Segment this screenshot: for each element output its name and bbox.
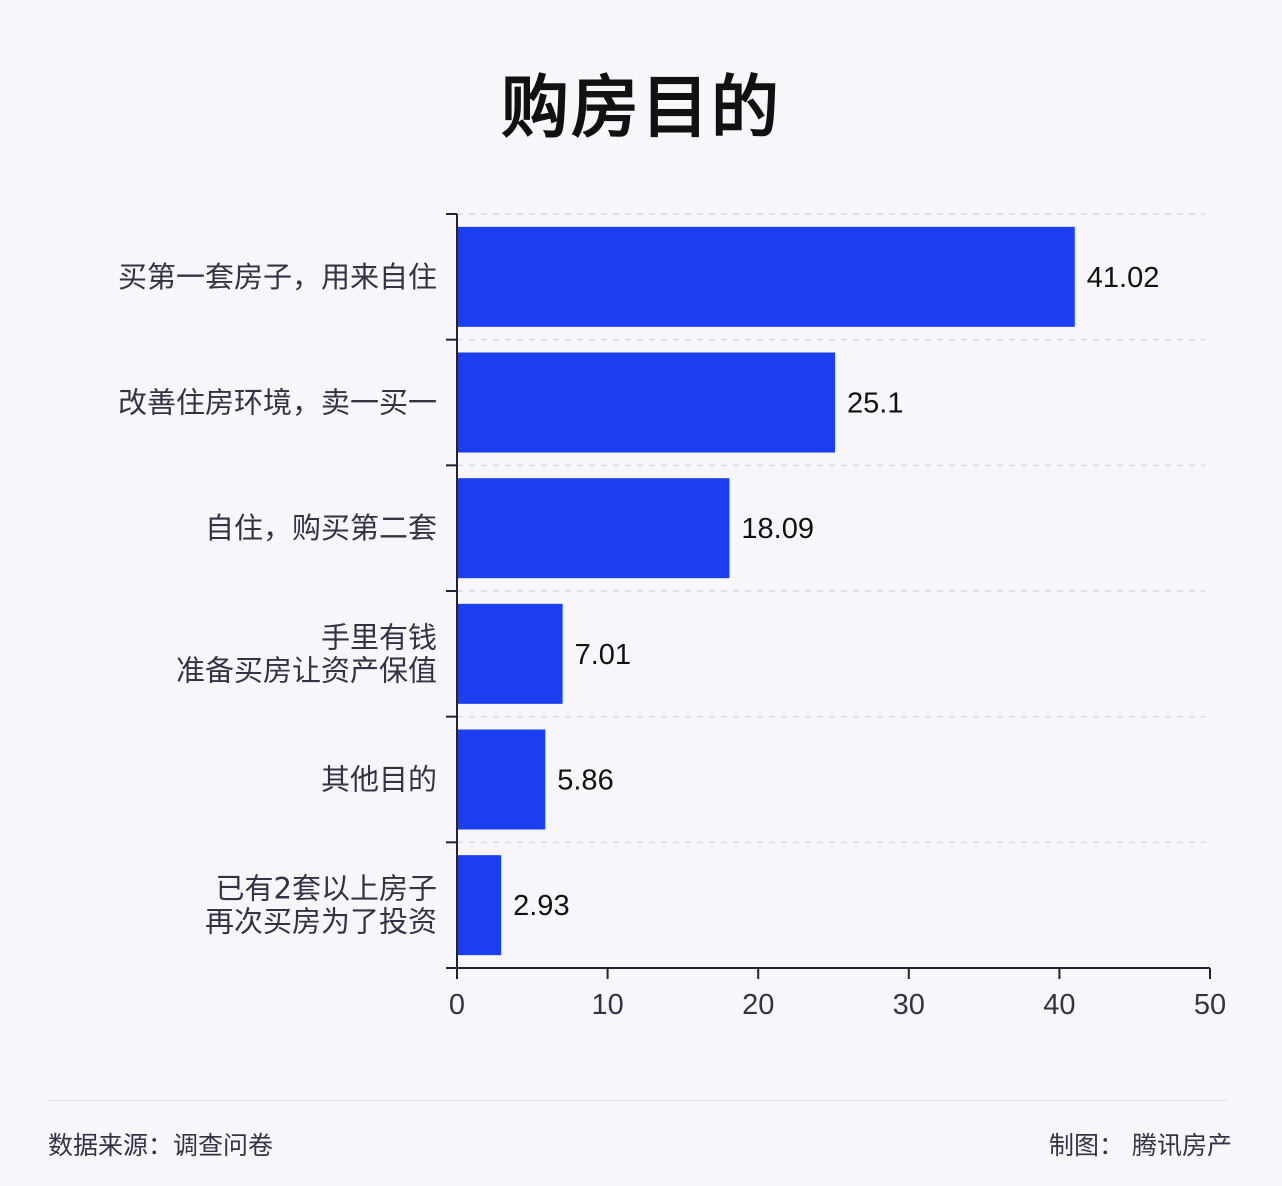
category-label-line: 手里有钱 — [321, 620, 437, 654]
bar — [458, 729, 546, 830]
value-label: 18.09 — [741, 513, 814, 545]
category-label: 自住，购买第二套 — [205, 511, 437, 545]
bar — [458, 226, 1075, 327]
value-label: 41.02 — [1087, 262, 1160, 294]
bar — [458, 855, 502, 956]
value-label: 5.86 — [557, 765, 613, 797]
x-tick-label: 0 — [449, 989, 465, 1021]
category-label-line: 买第一套房子，用来自住 — [118, 260, 437, 294]
x-tick-label: 30 — [893, 989, 925, 1021]
bar-chart: 0 10 20 30 40 50 41.02 买第一套房子，用来自住 25.1 改善住房环境，卖一… — [118, 213, 1226, 1021]
footer-divider — [48, 1100, 1228, 1101]
x-tick-label: 20 — [742, 989, 774, 1021]
category-label-line: 自住，购买第二套 — [205, 511, 437, 545]
bar — [458, 352, 836, 453]
category-label-line: 再次买房为了投资 — [205, 905, 437, 939]
x-tick-label: 10 — [591, 989, 623, 1021]
category-label: 买第一套房子，用来自住 — [118, 260, 437, 294]
category-label-line: 其他目的 — [321, 763, 437, 797]
bar — [458, 478, 730, 579]
category-label: 已有2套以上房子再次买房为了投资 — [205, 872, 437, 939]
value-label: 2.93 — [513, 890, 569, 922]
source-note: 数据来源：调查问卷 — [48, 1131, 274, 1160]
chart-title: 购房目的 — [500, 69, 781, 148]
credit-note: 制图： 腾讯房产 — [1049, 1131, 1232, 1160]
category-label: 改善住房环境，卖一买一 — [118, 386, 437, 420]
category-label: 其他目的 — [321, 763, 437, 797]
bar — [458, 603, 563, 704]
x-tick-label: 40 — [1043, 989, 1075, 1021]
x-tick-label: 50 — [1194, 989, 1226, 1021]
category-label-line: 已有2套以上房子 — [216, 872, 437, 906]
category-label-line: 改善住房环境，卖一买一 — [118, 386, 437, 420]
category-label-line: 准备买房让资产保值 — [176, 653, 437, 687]
category-label: 手里有钱准备买房让资产保值 — [176, 620, 437, 687]
value-label: 25.1 — [847, 388, 903, 420]
value-label: 7.01 — [575, 639, 631, 671]
